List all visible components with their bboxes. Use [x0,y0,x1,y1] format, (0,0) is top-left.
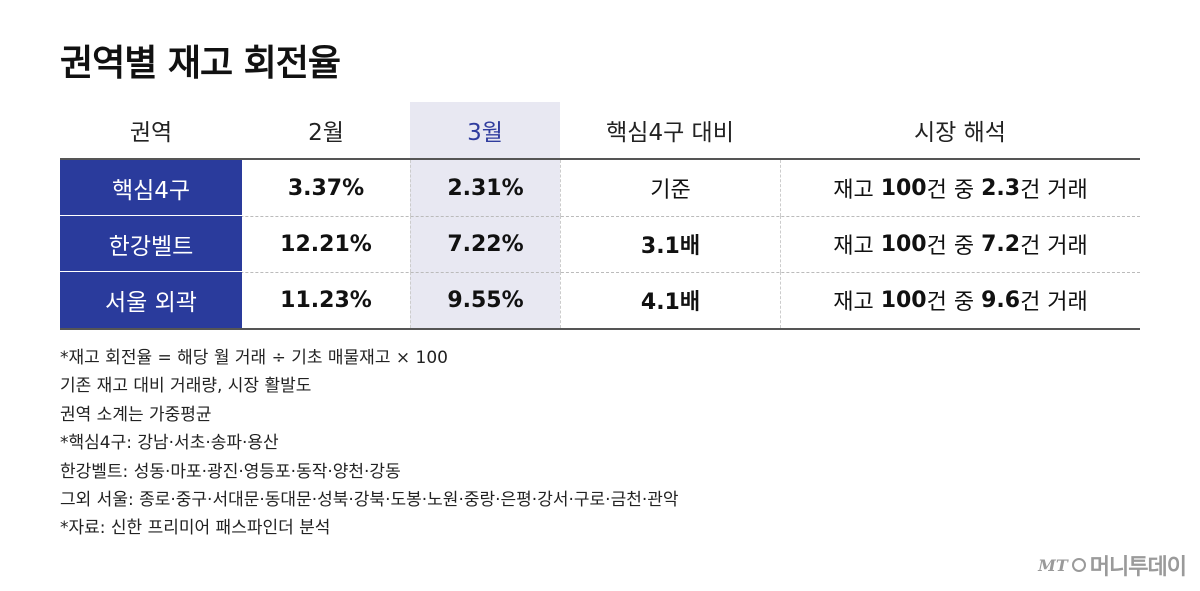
interp-prefix: 재고 [833,290,881,315]
table-row: 핵심4구 3.37% 2.31% 기준 재고 100 건 중 2.3 건 거래 [60,160,1140,217]
logo-mt-mark: MT [1038,555,1068,575]
logo-ring-icon [1071,558,1086,572]
interp-suffix: 건 거래 [1020,178,1088,203]
feb-cell: 11.23% [280,287,372,313]
interpretation-cell: 재고 100 건 중 2.3 건 거래 [780,160,1140,216]
interp-total: 100 [880,231,927,257]
region-cell: 한강벨트 [60,216,242,272]
page-title: 권역별 재고 회전율 [60,43,341,84]
header-feb: 2월 [308,120,344,146]
interp-count: 9.6 [981,287,1021,313]
footnotes: *재고 회전율 = 해당 월 거래 ÷ 기초 매물재고 × 100 기존 재고 … [60,344,679,543]
feb-cell: 3.37% [287,175,365,201]
header-mar: 3월 [467,120,503,146]
mar-cell: 2.31% [410,160,560,216]
logo-name: 머니투데이 [1089,555,1187,580]
interp-mid: 건 중 [926,290,982,315]
ratio-cell: 기준 [560,160,780,216]
footnote-line: *재고 회전율 = 해당 월 거래 ÷ 기초 매물재고 × 100 [60,348,448,368]
header-interpretation: 시장 해석 [914,120,1006,146]
interp-count: 7.2 [981,231,1021,257]
interpretation-cell: 재고 100 건 중 7.2 건 거래 [780,216,1140,272]
feb-cell: 12.21% [280,231,372,257]
footnote-line: 한강벨트: 성동·마포·광진·영등포·동작·양천·강동 [60,461,401,482]
ratio-cell: 4.1배 [560,272,780,328]
interp-mid: 건 중 [926,178,982,203]
interp-mid: 건 중 [926,234,982,259]
interpretation-cell: 재고 100 건 중 9.6 건 거래 [780,272,1140,328]
table-row: 서울 외곽 11.23% 9.55% 4.1배 재고 100 건 중 9.6 건 거… [60,272,1140,330]
header-ratio: 핵심4구 대비 [606,120,734,146]
footnote-line: 그외 서울: 종로·중구·서대문·동대문·성북·강북·도봉·노원·중랑·은평·강… [60,490,679,511]
interp-total: 100 [880,287,927,313]
table-header-row: 권역 2월 3월 핵심4구 대비 시장 해석 [60,102,1140,160]
region-cell: 핵심4구 [60,160,242,216]
publisher-logo: MT 머니투데이 [1038,549,1187,581]
footnote-line: 권역 소계는 가중평균 [60,404,212,425]
interp-total: 100 [880,175,927,201]
interp-prefix: 재고 [833,234,881,259]
ratio-cell: 3.1배 [560,216,780,272]
region-cell: 서울 외곽 [60,272,242,328]
mar-cell: 9.55% [410,272,560,328]
footnote-line: *핵심4구: 강남·서초·송파·용산 [60,433,279,454]
interp-suffix: 건 거래 [1020,290,1088,315]
interp-prefix: 재고 [833,178,881,203]
footnote-line: *자료: 신한 프리미어 패스파인더 분석 [60,518,331,539]
interp-count: 2.3 [981,175,1021,201]
interp-suffix: 건 거래 [1020,234,1088,259]
mar-cell: 7.22% [410,216,560,272]
footnote-line: 기존 재고 대비 거래량, 시장 활발도 [60,376,312,397]
header-region: 권역 [129,120,173,146]
table-row: 한강벨트 12.21% 7.22% 3.1배 재고 100 건 중 7.2 건 거래 [60,216,1140,273]
march-highlight-column [410,102,560,328]
